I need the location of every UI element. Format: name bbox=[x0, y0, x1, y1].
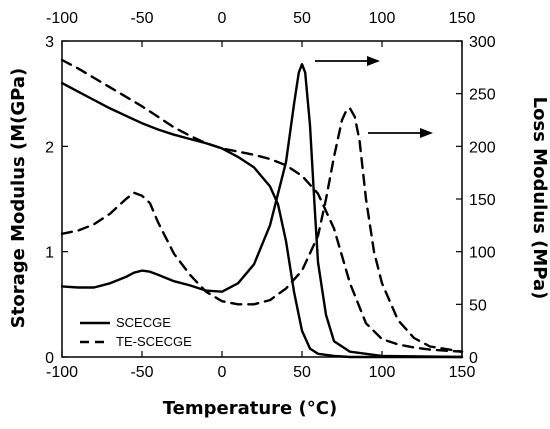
x-tick-label: 150 bbox=[449, 364, 476, 381]
series-line-1 bbox=[60, 81, 464, 359]
x-tick-label: 0 bbox=[218, 364, 227, 381]
top-x-tick-label: 0 bbox=[218, 10, 227, 27]
y-left-tick-label: 3 bbox=[45, 34, 54, 51]
top-x-tick-label: 150 bbox=[449, 10, 476, 27]
top-x-tick-label: -100 bbox=[46, 10, 78, 27]
y-right-tick-label: 200 bbox=[469, 139, 496, 156]
legend: SCECGE TE-SCECGE bbox=[80, 315, 192, 349]
y-left-tick-label: 2 bbox=[45, 139, 54, 156]
legend-label-scecge: SCECGE bbox=[116, 315, 171, 330]
y-right-tick-label: 100 bbox=[469, 245, 496, 262]
arrow-layer bbox=[315, 56, 433, 138]
top-x-tick-label: 100 bbox=[369, 10, 396, 27]
series-line-3 bbox=[60, 58, 464, 353]
y-axis-left-title: Storage Modulus (M(GPa) bbox=[8, 68, 29, 328]
y-axis-right-title: Loss Modulus (MPa) bbox=[529, 97, 550, 300]
x-tick-label: -100 bbox=[46, 364, 78, 381]
y-right-tick-label: 0 bbox=[469, 350, 478, 367]
y-left-tick-label: 0 bbox=[45, 350, 54, 367]
top-x-tick-label: -50 bbox=[130, 10, 153, 27]
legend-label-te-scecge: TE-SCECGE bbox=[116, 334, 192, 349]
series-line-4 bbox=[60, 107, 464, 353]
arrow-1-head bbox=[367, 56, 380, 66]
top-x-tick-label: 50 bbox=[293, 10, 311, 27]
arrow-2-head bbox=[420, 128, 433, 138]
tick-layer: -100 -50 0 50 100 150-100 -50 0 50 100 15001230501… bbox=[45, 10, 496, 381]
plot-frame bbox=[61, 40, 463, 358]
y-right-tick-label: 300 bbox=[469, 34, 496, 51]
y-right-tick-label: 50 bbox=[469, 297, 487, 314]
plot-border bbox=[61, 40, 463, 358]
x-tick-label: 100 bbox=[369, 364, 396, 381]
x-tick-label: -50 bbox=[130, 364, 153, 381]
series-layer bbox=[60, 58, 464, 359]
y-right-tick-label: 150 bbox=[469, 192, 496, 209]
y-left-tick-label: 1 bbox=[45, 245, 54, 262]
y-right-tick-label: 250 bbox=[469, 87, 496, 104]
series-line-2 bbox=[60, 63, 464, 359]
x-axis-title: Temperature (°C) bbox=[163, 398, 337, 419]
x-tick-label: 50 bbox=[293, 364, 311, 381]
